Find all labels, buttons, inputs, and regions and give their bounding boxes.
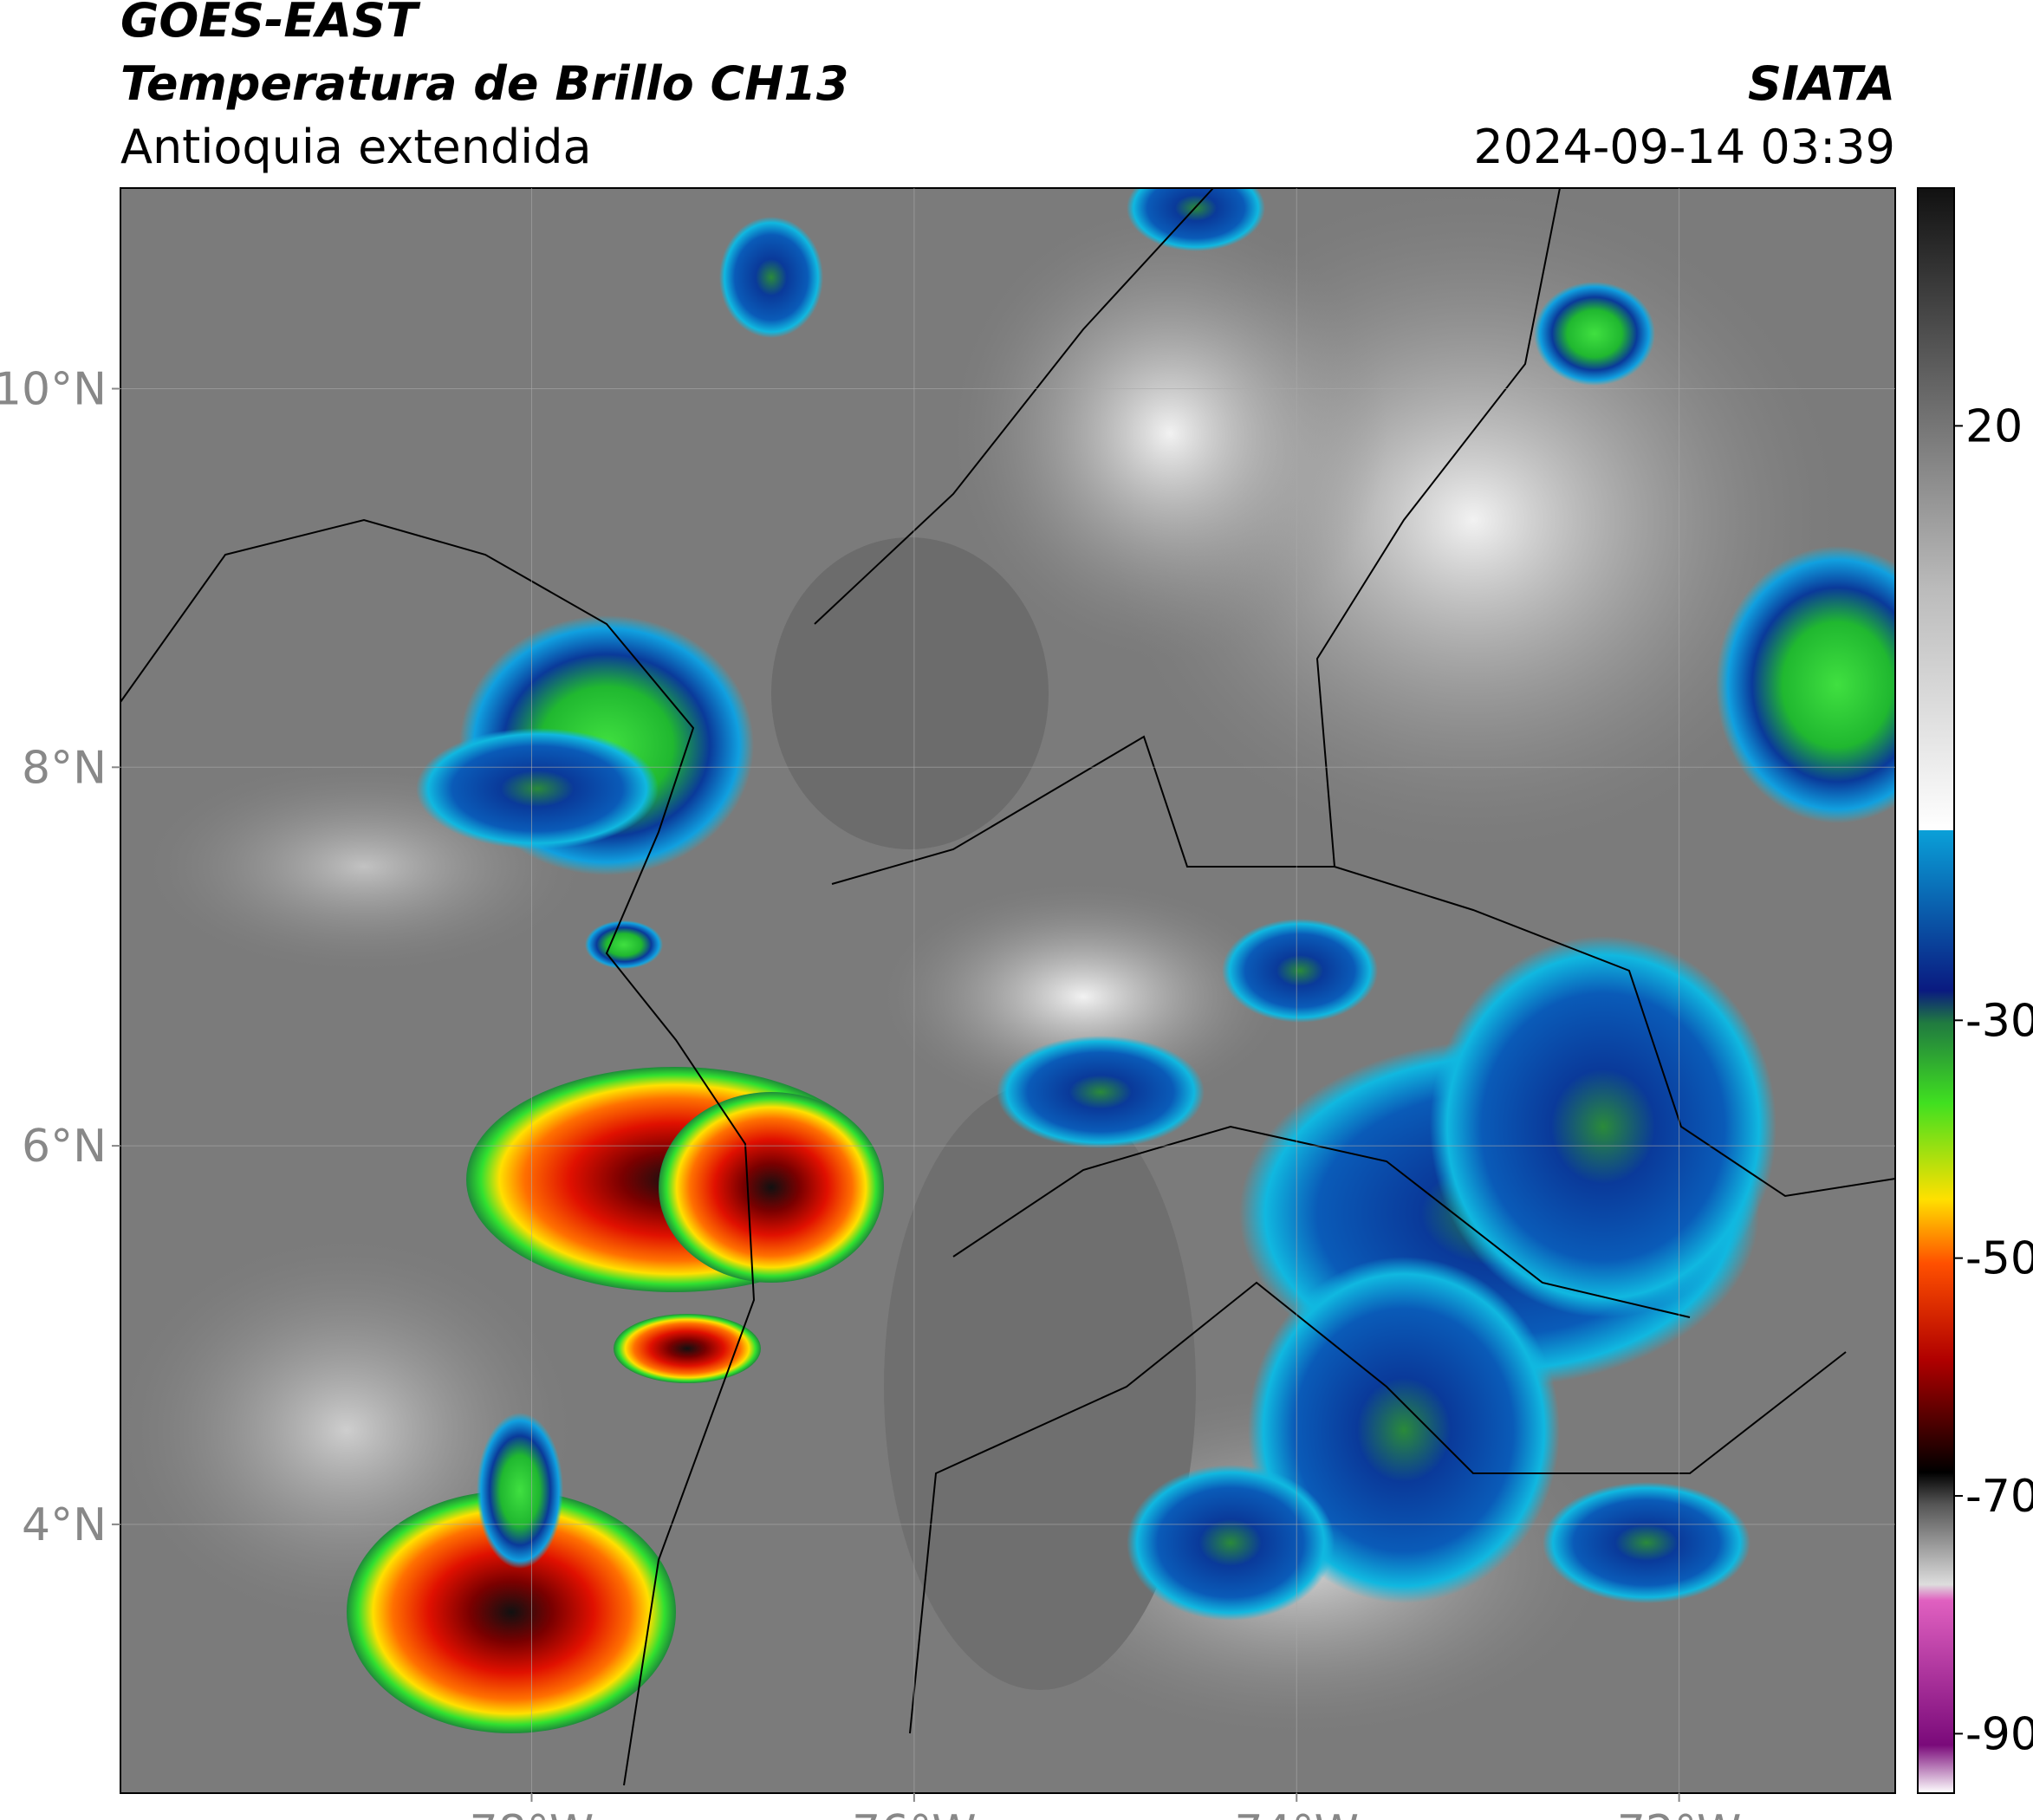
convection (1430, 936, 1776, 1317)
storm (614, 1314, 761, 1383)
convection (1127, 188, 1265, 251)
map-frame (120, 187, 1896, 1794)
convection (1534, 282, 1655, 386)
border (909, 1281, 1847, 1734)
product-title: Temperatura de Brillo CH13 (120, 56, 849, 111)
cloud (953, 208, 1387, 659)
x-tick-label: 76°W (852, 1806, 977, 1820)
convection (416, 728, 659, 849)
coastline (814, 188, 1214, 625)
colorbar-tick-label: -90 (1965, 1708, 2033, 1760)
colorbar (1917, 187, 1955, 1794)
region-subtitle: Antioquia extendida (120, 120, 592, 174)
land (884, 1083, 1196, 1690)
x-tick-label: 74°W (1234, 1806, 1359, 1820)
colorbar-tick-label: -50 (1965, 1233, 2033, 1285)
land (771, 537, 1049, 849)
agency-title: SIATA (1748, 56, 1895, 111)
convection (1222, 919, 1378, 1023)
y-tick-label: 8°N (22, 742, 107, 794)
y-tick-label: 10°N (0, 364, 107, 416)
convection (1127, 1465, 1335, 1621)
border (831, 735, 1895, 1198)
convection (997, 1036, 1205, 1148)
colorbar-tick-label: 20 (1965, 400, 2023, 452)
border (1315, 188, 1561, 868)
coastline (120, 518, 756, 1786)
border (952, 1125, 1691, 1318)
convection (1543, 1482, 1750, 1603)
convection (1716, 546, 1895, 823)
convection (585, 920, 663, 969)
storm (659, 1092, 884, 1283)
colorbar-tick-label: -70 (1965, 1471, 2033, 1523)
datetime: 2024-09-14 03:39 (1473, 120, 1895, 174)
y-tick-label: 6°N (22, 1121, 107, 1173)
satellite-image (120, 188, 1895, 1793)
y-tick-label: 4°N (22, 1499, 107, 1551)
storm (347, 1491, 676, 1733)
cloud (884, 884, 1283, 1109)
satellite-title: GOES-EAST (120, 0, 421, 48)
x-tick-label: 78°W (470, 1806, 594, 1820)
storm (477, 1413, 563, 1569)
colorbar-tick-label: -30 (1965, 995, 2033, 1047)
x-tick-label: 72°W (1617, 1806, 1742, 1820)
convection (719, 217, 823, 338)
